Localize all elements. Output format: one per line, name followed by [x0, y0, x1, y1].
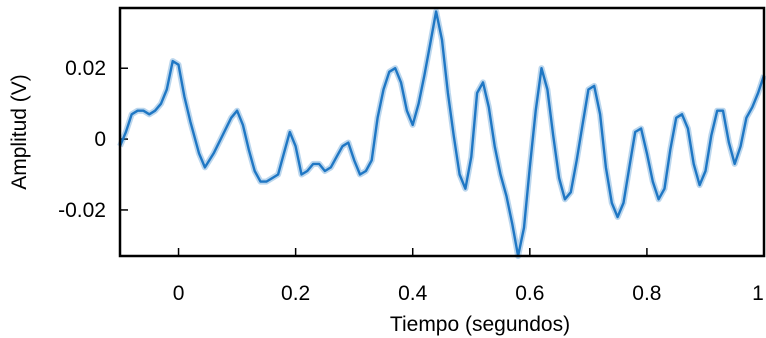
y-tick-labels: 0.02 0 -0.02: [58, 57, 106, 222]
x-tick-label: 0.4: [398, 282, 428, 305]
x-axis-label: Tiempo (segundos): [390, 313, 570, 336]
plot-frame: [118, 6, 766, 258]
x-tick-labels: 0 0.2 0.4 0.6 0.8 1: [173, 282, 764, 305]
x-tick-label: 0.8: [632, 282, 661, 305]
x-tick-label: 1: [752, 282, 764, 305]
y-axis-label: Amplitud (V): [8, 74, 31, 190]
x-tick-label: 0: [173, 282, 185, 305]
y-tick-label: 0.02: [65, 57, 106, 80]
x-tick-label: 0.2: [281, 282, 310, 305]
y-tick-label: 0: [94, 128, 106, 151]
series-line: [118, 10, 766, 258]
series-layer: [117, 8, 766, 259]
x-tick-label: 0.6: [515, 282, 544, 305]
y-tick-label: -0.02: [58, 199, 106, 222]
